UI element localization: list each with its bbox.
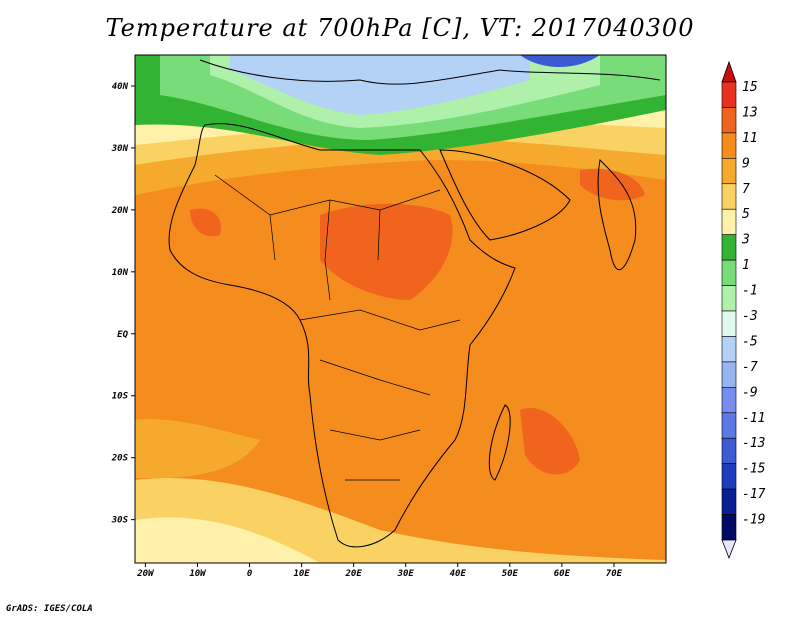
- colorbar-level-label: -5: [742, 334, 758, 349]
- colorbar-level-label: -3: [742, 309, 758, 324]
- field-band-5-south: [135, 517, 320, 563]
- lon-tick-label: 10E: [293, 569, 310, 579]
- colorbar-swatch: [721, 259, 737, 286]
- lon-tick-label: 20W: [136, 569, 155, 579]
- colorbar-swatch: [721, 158, 737, 185]
- colorbar-level-label: 5: [742, 207, 750, 222]
- colorbar: 15 13 11 9 7 5 3 1 -1 -3 -5 -7 -9 -11 -13 -15 -17 -19: [721, 60, 766, 560]
- colorbar-swatch: [721, 437, 737, 464]
- credit-label: GrADS: IGES/COLA: [6, 604, 93, 614]
- field-hot-west: [190, 208, 221, 237]
- temperature-field: [135, 55, 666, 563]
- lat-tick-label: 10S: [112, 392, 129, 402]
- longitude-axis: 20W 10W 0 10E 20E 30E 40E 50E 60E 70E: [136, 563, 623, 579]
- lat-tick-label: EQ: [117, 330, 128, 340]
- lon-tick-label: 50E: [502, 569, 519, 579]
- colorbar-level-label: 7: [742, 182, 750, 197]
- colorbar-swatch: [721, 514, 737, 541]
- colorbar-top-arrow: [721, 60, 737, 83]
- colorbar-level-label: -19: [742, 513, 765, 528]
- lat-tick-label: 30N: [111, 144, 129, 154]
- field-cold-core: [520, 55, 600, 68]
- lat-tick-label: 30S: [111, 516, 129, 526]
- lon-tick-label: 40E: [450, 569, 467, 579]
- field-band-9-sw: [135, 419, 260, 479]
- colorbar-level-label: 13: [742, 105, 758, 120]
- colorbar-swatch: [721, 336, 737, 363]
- colorbar-swatch: [721, 412, 737, 439]
- colorbar-level-label: -7: [742, 360, 758, 375]
- colorbar-level-label: 9: [742, 156, 750, 171]
- border-lines: [214, 174, 461, 481]
- colorbar-level-label: -17: [742, 487, 766, 502]
- colorbar-level-label: -13: [742, 436, 765, 451]
- field-hot-sudan: [320, 203, 453, 300]
- colorbar-swatch: [721, 81, 737, 108]
- field-band-m5-north: [230, 55, 530, 115]
- plot-frame: [134, 54, 667, 564]
- latitude-axis: 40N 30N 20N 10N EQ 10S 20S 30S: [111, 82, 135, 526]
- colorbar-swatch: [721, 107, 737, 134]
- coastline-borders: [168, 59, 661, 548]
- lon-tick-label: 20E: [345, 569, 363, 579]
- colorbar-swatch: [721, 183, 737, 210]
- colorbar-level-label: 15: [742, 80, 758, 95]
- colorbar-level-label: -15: [742, 462, 766, 477]
- colorbar-level-label: 11: [742, 131, 758, 146]
- field-hot-indian-ocean: [520, 408, 580, 475]
- colorbar-level-label: 1: [742, 258, 750, 273]
- madagascar-coastline: [488, 404, 511, 481]
- colorbar-swatch: [721, 488, 737, 515]
- lat-tick-label: 20N: [111, 206, 129, 216]
- lon-tick-label: 30E: [397, 569, 415, 579]
- arabia-coastline: [439, 149, 571, 241]
- colorbar-level-label: -11: [742, 411, 765, 426]
- lon-tick-label: 60E: [554, 569, 571, 579]
- colorbar-swatch: [721, 361, 737, 388]
- colorbar-swatch: [721, 132, 737, 159]
- colorbar-swatch: [721, 285, 737, 312]
- page-title: Temperature at 700hPa [C], VT: 201704030…: [105, 14, 695, 42]
- lat-tick-label: 10N: [112, 268, 129, 278]
- lon-tick-label: 10W: [189, 569, 207, 579]
- colorbar-level-label: -1: [742, 284, 758, 299]
- africa-coastline: [168, 123, 516, 548]
- colorbar-swatch: [721, 387, 737, 414]
- colorbar-swatch: [721, 208, 737, 235]
- colorbar-level-label: 3: [741, 233, 750, 248]
- europe-coastline: [199, 59, 661, 85]
- lat-tick-label: 40N: [112, 82, 129, 92]
- colorbar-swatch: [721, 463, 737, 490]
- lon-tick-label: 70E: [606, 569, 623, 579]
- lon-tick-label: 0: [247, 569, 253, 579]
- colorbar-bottom-arrow: [721, 539, 737, 560]
- lat-tick-label: 20S: [111, 454, 129, 464]
- field-hot-india: [580, 168, 645, 201]
- colorbar-swatch: [721, 310, 737, 337]
- colorbar-level-label: -9: [742, 385, 758, 400]
- india-coastline: [597, 158, 637, 271]
- colorbar-swatch: [721, 234, 737, 261]
